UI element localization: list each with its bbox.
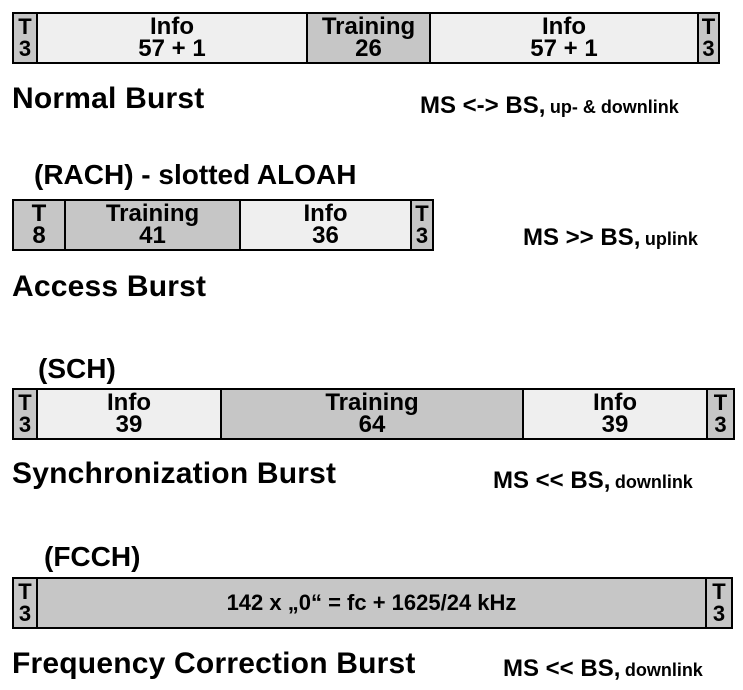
segment-bits: 8: [32, 222, 46, 249]
sync-burst-channel-tag: (SCH): [38, 353, 116, 384]
tail-bits-segment: T 3: [14, 14, 38, 62]
direction-main: MS << BS,: [493, 467, 611, 494]
access-burst-channel-tag: (RACH) - slotted ALOAH: [34, 159, 357, 190]
segment-label: Info: [542, 13, 586, 40]
segment-bits: 41: [139, 222, 166, 249]
segment-bits: 57 + 1: [138, 35, 206, 62]
segment-label: Info: [107, 389, 151, 416]
tail-bits-segment: T 3: [14, 579, 38, 627]
segment-label: T: [18, 579, 32, 604]
fcch-content: 142 x „0“ = fc + 1625/24 kHz: [226, 590, 517, 615]
tail-bits-segment: T 3: [699, 14, 718, 62]
direction-main: MS >> BS,: [523, 224, 641, 251]
freq-burst-bar: T 3 142 x „0“ = fc + 1625/24 kHz T 3: [12, 577, 741, 637]
segment-bits: 26: [355, 35, 382, 62]
sync-burst-name: Synchronization Burst: [12, 457, 337, 490]
access-burst-name: Access Burst: [12, 270, 207, 303]
info-segment: Info 36: [241, 201, 412, 249]
info-segment: Info 39: [524, 390, 708, 438]
info-segment: Info 57 + 1: [38, 14, 308, 62]
tail-bits-segment: T 3: [707, 579, 731, 627]
direction-main: MS <-> BS,: [420, 92, 546, 119]
tail-bits-segment: T 3: [412, 201, 432, 249]
segment-bits: 3: [18, 36, 32, 61]
fcch-burst-channel-tag: (FCCH): [44, 541, 141, 572]
segment-bits: 39: [601, 411, 629, 438]
segment-bits: 39: [115, 411, 143, 438]
segment-label: T: [701, 14, 716, 39]
tail-bits-segment: T 8: [14, 201, 66, 249]
direction-main: MS << BS,: [503, 655, 621, 682]
segment-label: Info: [150, 13, 194, 40]
sync-burst-direction: MS << BS, downlink: [493, 467, 693, 495]
info-segment: Info 57 + 1: [431, 14, 699, 62]
segment-bits: 3: [714, 412, 727, 437]
direction-sub: downlink: [624, 660, 703, 680]
direction-sub: uplink: [644, 229, 698, 249]
training-segment: Training 41: [66, 201, 241, 249]
segment-label: Training: [325, 389, 419, 416]
freq-burst-name: Frequency Correction Burst: [12, 647, 416, 680]
fixed-bits-segment: 142 x „0“ = fc + 1625/24 kHz: [38, 579, 707, 627]
segment-bits: 57 + 1: [530, 35, 598, 62]
segment-label: T: [18, 14, 32, 39]
tail-bits-segment: T 3: [14, 390, 38, 438]
segment-label: T: [713, 390, 728, 415]
segment-label: T: [712, 579, 726, 604]
direction-sub: up- & downlink: [549, 97, 679, 117]
normal-burst-bar: T 3 Info 57 + 1 Training 26 Info 57 + 1 …: [12, 12, 728, 72]
freq-burst-direction: MS << BS, downlink: [503, 655, 703, 683]
normal-burst-direction: MS <-> BS, up- & downlink: [420, 92, 679, 120]
segment-label: T: [18, 390, 32, 415]
segment-label: Info: [303, 200, 348, 227]
segment-label: Training: [105, 200, 200, 227]
access-burst-direction: MS >> BS, uplink: [523, 224, 698, 252]
segment-label: Training: [321, 13, 416, 40]
segment-label: T: [31, 200, 47, 227]
segment-bits: 3: [18, 601, 32, 626]
sync-burst-bar: T 3 Info 39 Training 64 Info 39 T 3: [12, 388, 743, 448]
info-segment: Info 39: [38, 390, 222, 438]
normal-burst-name: Normal Burst: [12, 82, 205, 115]
segment-label: Info: [593, 389, 637, 416]
tail-bits-segment: T 3: [708, 390, 733, 438]
segment-bits: 3: [415, 223, 429, 248]
segment-bits: 36: [312, 222, 339, 249]
direction-sub: downlink: [614, 472, 693, 492]
segment-bits: 3: [712, 601, 726, 626]
segment-bits: 3: [702, 36, 715, 61]
training-segment: Training 26: [308, 14, 431, 62]
access-burst-bar: T 8 Training 41 Info 36 T 3: [12, 199, 442, 259]
training-segment: Training 64: [222, 390, 524, 438]
segment-label: T: [415, 201, 429, 226]
segment-bits: 3: [18, 412, 32, 437]
segment-bits: 64: [358, 411, 386, 438]
